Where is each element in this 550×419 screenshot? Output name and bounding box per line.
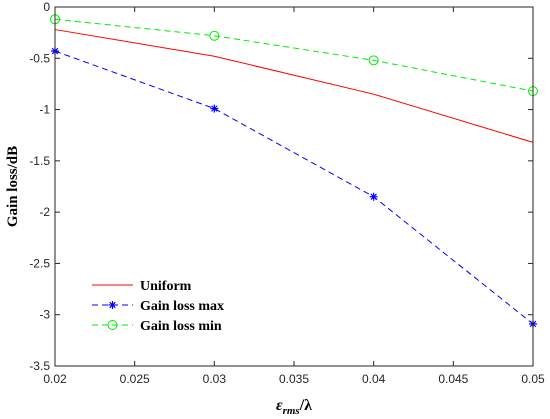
legend-entry-gain-loss-max: Gain loss max [92,299,224,314]
x-axis-label-main: ε [276,397,283,414]
x-tick-label: 0.025 [120,372,150,386]
x-tick-label: 0.04 [362,372,386,386]
y-tick-label: -1 [39,103,50,117]
legend-entry-uniform: Uniform [92,279,192,294]
series-line-uniform [54,29,534,143]
legend-marker-gain-loss-min [107,320,118,330]
series-group [50,14,538,328]
x-axis-label-tail: /λ [299,397,312,414]
legend-marker-gain-loss-max [108,301,117,309]
y-tick-label: -2.5 [29,256,50,270]
legend-label-uniform: Uniform [140,279,192,294]
x-axis-label: εrms/λ [276,397,312,417]
data-point [369,192,378,201]
data-point [368,55,379,66]
series-gain-loss-min [50,14,538,97]
data-point [210,104,219,113]
data-point [209,30,220,41]
y-tick-label: -3.5 [29,359,50,373]
x-tick-label: 0.035 [279,372,309,386]
legend: Uniform Gain loss max Gain loss min [82,265,247,345]
y-tick-label: -3 [39,308,50,322]
series-uniform [54,29,534,143]
y-tick-label: -0.5 [29,51,50,65]
x-tick-label: 0.03 [203,372,227,386]
legend-label-gain-loss-min: Gain loss min [140,319,222,334]
x-tick-label: 0.05 [521,372,545,386]
x-axis-label-sub: rms [283,405,300,417]
legend-entry-gain-loss-min: Gain loss min [92,319,222,334]
x-tick-label: 0.02 [43,372,67,386]
y-axis-label: Gain loss/dB [5,146,21,227]
tick-labels: 0.02 0.025 0.03 0.035 0.04 0.045 0.05 0 -0.5 -1 -1… [29,0,545,386]
x-tick-label: 0.045 [438,372,468,386]
y-tick-label: -2 [39,205,50,219]
series-line-gain-loss-max [54,50,534,325]
y-tick-label: -1.5 [29,154,50,168]
series-line-gain-loss-min [54,18,534,92]
plot-frame [54,6,534,367]
legend-label-gain-loss-max: Gain loss max [140,299,224,314]
y-tick-label: 0 [43,0,50,14]
